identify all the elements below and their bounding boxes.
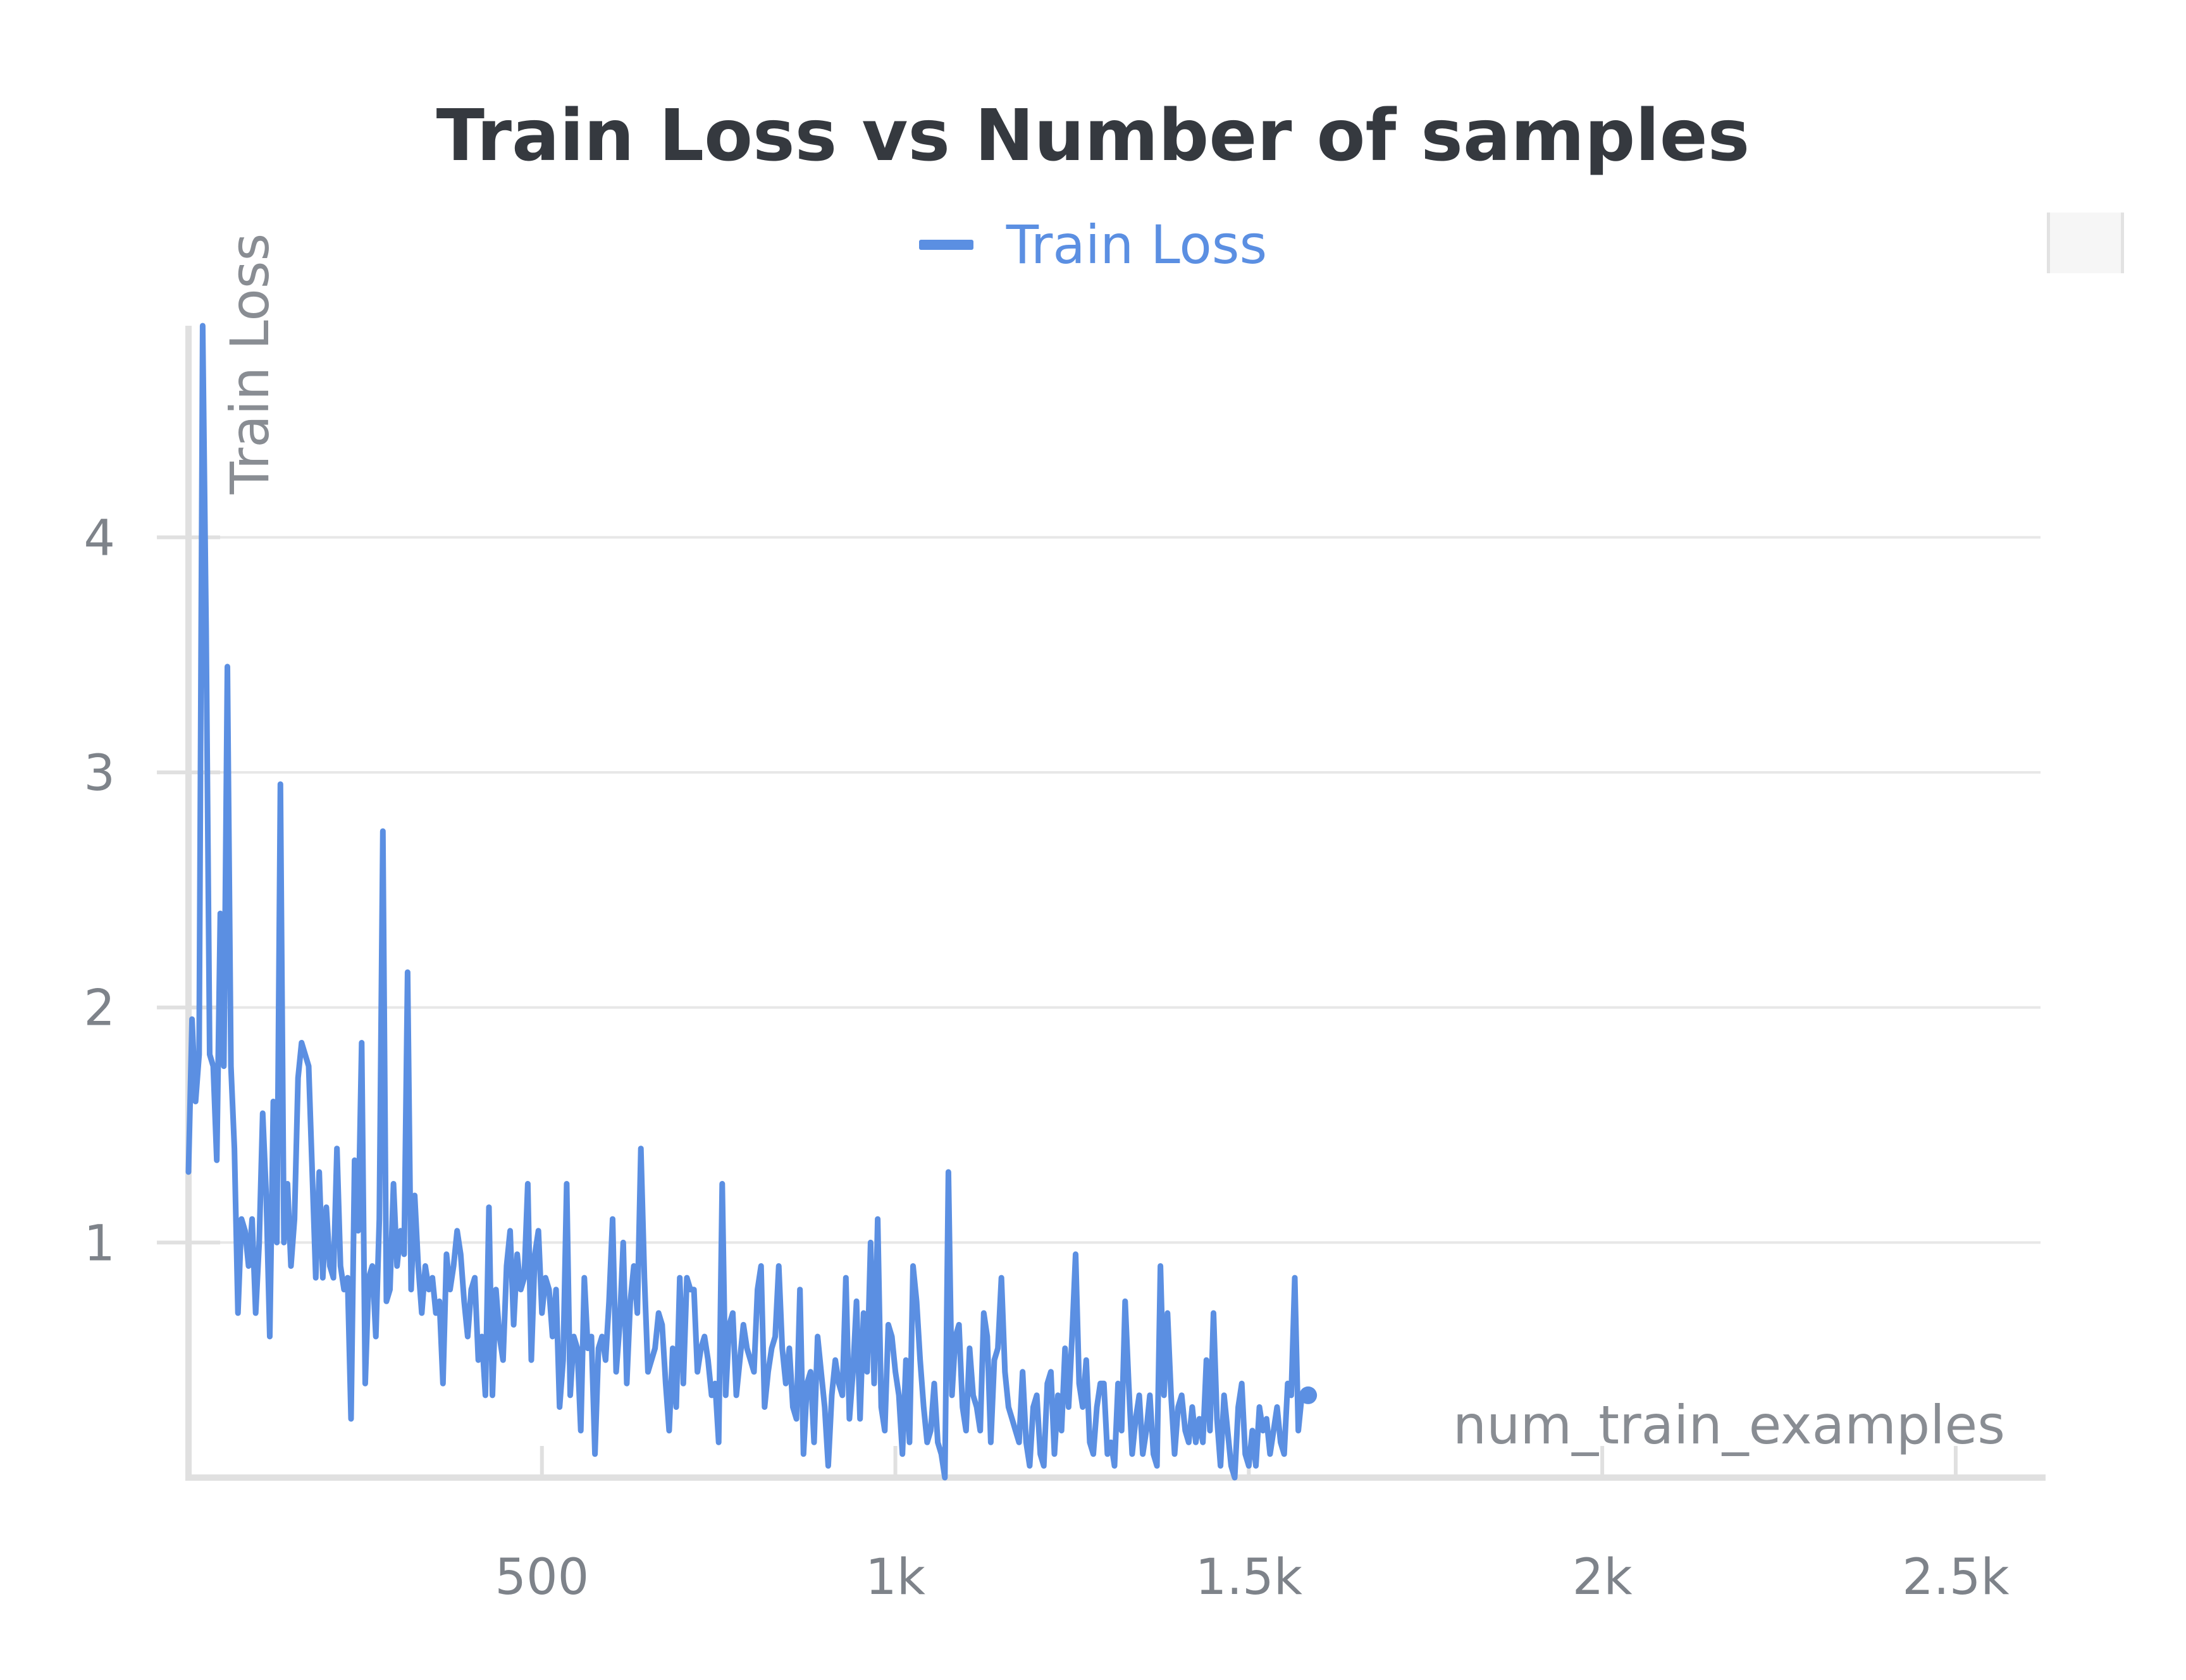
axes: [185, 326, 2046, 1481]
x-tick-label: 2.5k: [1902, 1549, 2009, 1606]
x-tick-label: 1k: [865, 1549, 925, 1606]
gridlines: [188, 536, 2041, 1244]
y-axis-label: Train Loss: [219, 233, 281, 495]
legend-swatch: [918, 240, 973, 250]
y-tick-label: 4: [83, 510, 115, 567]
x-axis-label: num_train_examples: [1453, 1394, 2005, 1456]
x-tick-label: 2k: [1572, 1549, 1633, 1606]
x-tick-label: 500: [495, 1549, 589, 1606]
y-tick-label: 3: [83, 745, 115, 802]
series-line-train-loss[interactable]: [185, 323, 1305, 1481]
chart-toolbar-button[interactable]: [2047, 213, 2124, 273]
y-axis-ticks: 1 2 3 4: [83, 510, 220, 1272]
chart-title: Train Loss vs Number of samples: [436, 95, 1750, 177]
x-axis-ticks: 500 1k 1.5k 2k 2.5k: [495, 1446, 2010, 1606]
legend[interactable]: Train Loss: [0, 214, 2186, 276]
x-tick-label: 1.5k: [1195, 1549, 1302, 1606]
legend-label[interactable]: Train Loss: [1006, 214, 1268, 276]
y-tick-label: 2: [83, 980, 115, 1037]
series-end-marker[interactable]: [1299, 1386, 1318, 1404]
y-tick-label: 1: [83, 1215, 115, 1272]
